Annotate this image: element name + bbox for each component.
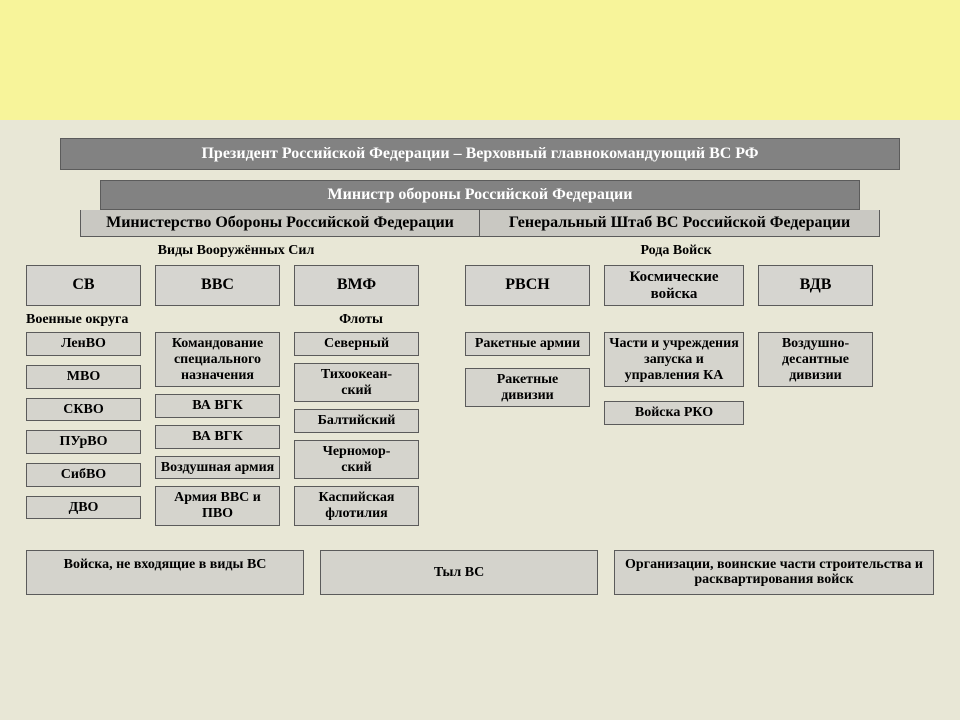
sv-item: ПУрВО xyxy=(26,430,141,454)
sv-item: СибВО xyxy=(26,463,141,487)
rvsn-box: РВСН xyxy=(465,265,590,306)
vvs-item: Воздушная армия xyxy=(155,456,280,480)
vmf-item: Балтийский xyxy=(294,409,419,433)
sv-box: СВ xyxy=(26,265,141,306)
vmf-box: ВМФ xyxy=(294,265,419,306)
kosm-item: Войска РКО xyxy=(604,401,744,425)
vmf-item: Тихоокеан- ский xyxy=(294,363,419,402)
vmf-item: Каспийская флотилия xyxy=(294,486,419,525)
sv-item: СКВО xyxy=(26,398,141,422)
okruga-label: Военные округа xyxy=(26,312,166,328)
sv-item: МВО xyxy=(26,365,141,389)
vvs-item: ВА ВГК xyxy=(155,394,280,418)
col-kosm: Части и учреждения запуска и управления … xyxy=(604,332,744,425)
genstaff-box: Генеральный Штаб ВС Российской Федерации xyxy=(480,210,880,237)
col-rvsn: Ракетные армии Ракетные дивизии xyxy=(465,332,590,407)
sv-item: ЛенВО xyxy=(26,332,141,356)
kosm-item: Части и учреждения запуска и управления … xyxy=(604,332,744,387)
vdv-box: ВДВ xyxy=(758,265,873,306)
president-box: Президент Российской Федерации – Верховн… xyxy=(60,138,900,170)
col-vmf: Северный Тихоокеан- ский Балтийский Черн… xyxy=(294,332,419,525)
col-vdv: Воздушно- десантные дивизии xyxy=(758,332,873,387)
minister-box: Министр обороны Российской Федерации xyxy=(100,180,860,210)
vvs-item: Командование специального назначения xyxy=(155,332,280,387)
kosm-box: Космические войска xyxy=(604,265,744,306)
vmf-item: Черномор- ский xyxy=(294,440,419,479)
ministry-box: Министерство Обороны Российской Федераци… xyxy=(80,210,480,237)
bottom-right: Организации, воинские части строительств… xyxy=(614,550,934,595)
vidy-label: Виды Вооружённых Сил xyxy=(26,243,446,259)
vdv-item: Воздушно- десантные дивизии xyxy=(758,332,873,387)
rvsn-item: Ракетные дивизии xyxy=(465,368,590,407)
floty-label: Флоты xyxy=(296,312,426,328)
col-sv: ЛенВО МВО СКВО ПУрВО СибВО ДВО xyxy=(26,332,141,519)
vmf-item: Северный xyxy=(294,332,419,356)
vvs-item: Армия ВВС и ПВО xyxy=(155,486,280,525)
org-chart: Президент Российской Федерации – Верховн… xyxy=(0,120,960,720)
bottom-center: Тыл ВС xyxy=(320,550,598,595)
bottom-left: Войска, не входящие в виды ВС xyxy=(26,550,304,595)
top-yellow-band xyxy=(0,0,960,120)
col-vvs: Командование специального назначения ВА … xyxy=(155,332,280,525)
bottom-row: Войска, не входящие в виды ВС Тыл ВС Орг… xyxy=(26,550,934,595)
vvs-item: ВА ВГК xyxy=(155,425,280,449)
roda-label: Рода Войск xyxy=(446,243,906,259)
vvs-box: ВВС xyxy=(155,265,280,306)
sv-item: ДВО xyxy=(26,496,141,520)
rvsn-item: Ракетные армии xyxy=(465,332,590,356)
